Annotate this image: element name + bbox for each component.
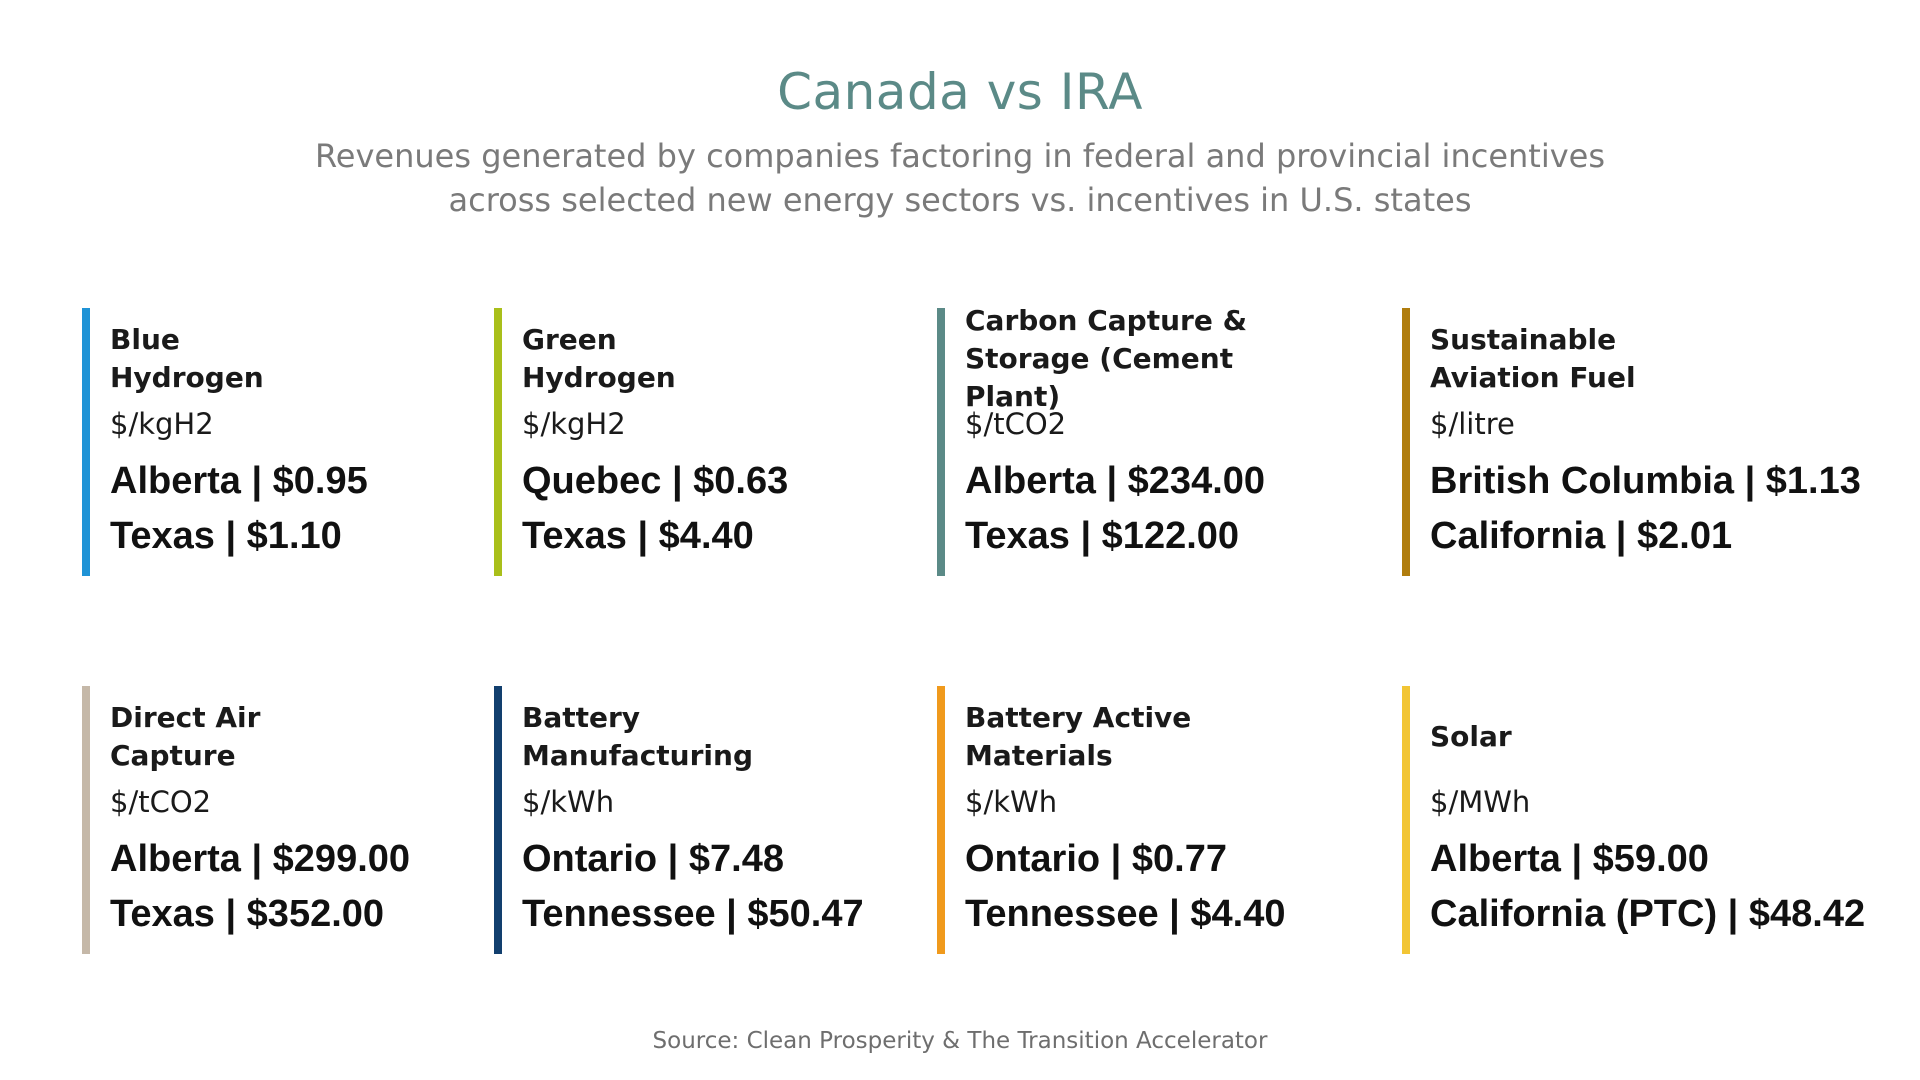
canada-value: Alberta | $299.00 (110, 838, 411, 880)
us-value: Texas | $1.10 (110, 515, 342, 557)
canada-value: Alberta | $59.00 (1430, 838, 1709, 880)
sector-card-battery-active-materials: Battery Active Materials $/kWh Ontario |… (937, 686, 1337, 954)
sector-card-solar: Solar $/MWh Alberta | $59.00 California … (1402, 686, 1866, 954)
sector-unit: $/tCO2 (965, 407, 1067, 441)
sector-card-battery-manufacturing: Battery Manufacturing $/kWh Ontario | $7… (494, 686, 894, 954)
sector-name: Battery Active Materials (965, 701, 1192, 772)
sector-unit: $/tCO2 (110, 785, 212, 819)
sector-name: Battery Manufacturing (522, 701, 753, 772)
card-accent-bar (1402, 686, 1410, 954)
card-accent-bar (494, 686, 502, 954)
sector-card-carbon-capture: Carbon Capture & Storage (Cement Plant) … (937, 304, 1337, 576)
canada-value: Ontario | $7.48 (522, 838, 784, 880)
canada-value: Ontario | $0.77 (965, 838, 1227, 880)
canada-value: Alberta | $234.00 (965, 460, 1266, 502)
canada-value: Quebec | $0.63 (522, 460, 789, 502)
card-accent-bar (937, 308, 945, 576)
sector-unit: $/kWh (965, 785, 1058, 819)
us-value: Tennessee | $50.47 (522, 893, 864, 935)
card-accent-bar (82, 686, 90, 954)
us-value: Texas | $4.40 (522, 515, 754, 557)
sector-unit: $/litre (1430, 407, 1515, 441)
card-accent-bar (1402, 308, 1410, 576)
card-accent-bar (937, 686, 945, 954)
sector-card-blue-hydrogen: Blue Hydrogen $/kgH2 Alberta | $0.95 Tex… (82, 308, 482, 576)
sector-name: Solar (1430, 720, 1512, 753)
us-value: Tennessee | $4.40 (965, 893, 1286, 935)
sector-unit: $/kWh (522, 785, 615, 819)
canada-value: British Columbia | $1.13 (1430, 460, 1861, 502)
us-value: California | $2.01 (1430, 515, 1733, 557)
page-subtitle: Revenues generated by companies factorin… (314, 137, 1606, 219)
source-note: Source: Clean Prosperity & The Transitio… (652, 1028, 1268, 1054)
sector-name: Carbon Capture & Storage (Cement Plant) (965, 304, 1247, 413)
sector-card-sustainable-aviation-fuel: Sustainable Aviation Fuel $/litre Britis… (1402, 308, 1861, 576)
us-value: Texas | $352.00 (110, 893, 385, 935)
sector-card-green-hydrogen: Green Hydrogen $/kgH2 Quebec | $0.63 Tex… (494, 308, 894, 576)
card-accent-bar (82, 308, 90, 576)
card-accent-bar (494, 308, 502, 576)
sector-unit: $/kgH2 (110, 407, 214, 441)
sector-unit: $/MWh (1430, 785, 1531, 819)
sector-name: Blue Hydrogen (110, 323, 264, 394)
sector-name: Sustainable Aviation Fuel (1430, 323, 1636, 394)
sector-card-direct-air-capture: Direct Air Capture $/tCO2 Alberta | $299… (82, 686, 482, 954)
us-value: California (PTC) | $48.42 (1430, 893, 1866, 935)
sector-name: Direct Air Capture (110, 701, 261, 772)
canada-value: Alberta | $0.95 (110, 460, 368, 502)
sector-name: Green Hydrogen (522, 323, 676, 394)
page-title: Canada vs IRA (777, 63, 1143, 121)
us-value: Texas | $122.00 (965, 515, 1240, 557)
sector-unit: $/kgH2 (522, 407, 626, 441)
